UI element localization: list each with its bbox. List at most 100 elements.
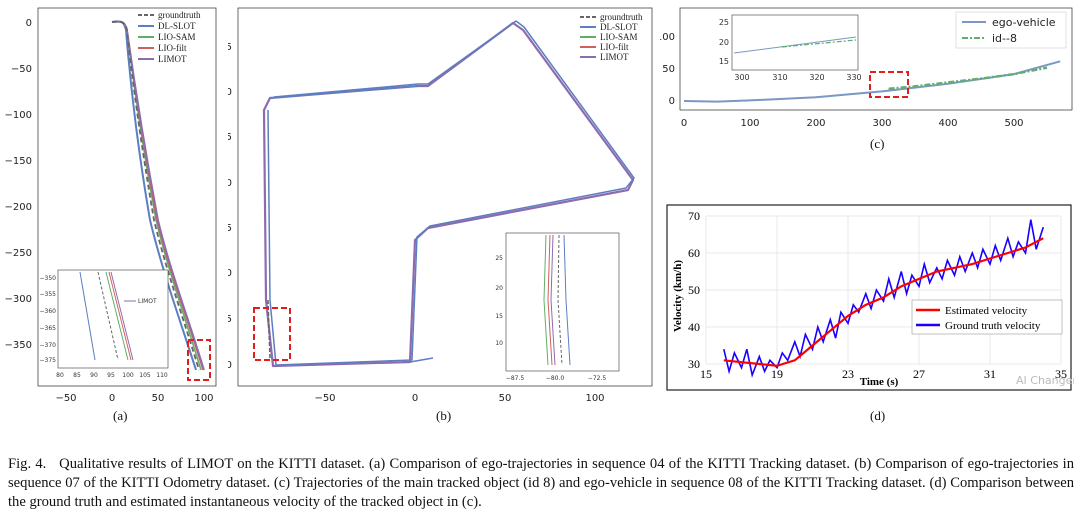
c-line-ego-vehicle xyxy=(683,60,1061,103)
a-legend-label: groundtruth xyxy=(158,10,201,20)
c-inset-ytick: 20 xyxy=(719,38,729,47)
a-inset-xtick: 105 xyxy=(139,372,151,379)
panel-b-label: (b) xyxy=(436,408,452,423)
a-inset-xtick: 90 xyxy=(90,372,98,379)
b-inset-line xyxy=(547,234,553,366)
a-inset-ytick: −355 xyxy=(40,291,57,298)
panel-c: 100 50 0 0 100 200 300 400 500 ego-vehic… xyxy=(660,0,1080,155)
b-xtick: 100 xyxy=(585,393,604,404)
c-xtick: 300 xyxy=(872,118,891,129)
d-ytick: 50 xyxy=(688,283,700,297)
c-legend-box xyxy=(955,11,1067,49)
caption-fig-number: Fig. 4. xyxy=(8,456,47,472)
b-ytick: 25 xyxy=(228,314,232,325)
d-legend-label: Ground truth velocity xyxy=(945,320,1041,332)
d-line-ground-truth xyxy=(723,219,1045,378)
a-line-groundtruth xyxy=(111,20,200,371)
b-xtick: 0 xyxy=(412,393,418,404)
a-legend-label: LIMOT xyxy=(158,54,187,64)
b-legend-label: groundtruth xyxy=(600,12,643,22)
panel-d: Velocity (km/h) Time (s) 70 60 50 40 30 15 19… xyxy=(666,204,1080,426)
c-inset-frame xyxy=(731,14,859,71)
panel-c-inset: 25 20 15 300 310 320 330 xyxy=(719,14,862,82)
b-inset-ytick: 10 xyxy=(495,340,503,347)
c-inset-line xyxy=(781,39,857,48)
b-inset-ytick: 15 xyxy=(495,313,503,320)
d-xtick: 31 xyxy=(984,367,996,381)
a-inset-ytick: −365 xyxy=(40,325,57,332)
panel-b-plot: 175 150 125 100 75 50 25 0 −50 0 50 100 … xyxy=(228,7,653,404)
b-zoom-box xyxy=(253,307,291,361)
a-ytick: −350 xyxy=(5,340,32,351)
a-inset-ytick: −350 xyxy=(40,275,57,282)
b-inset-frame xyxy=(505,232,620,372)
b-xtick: 50 xyxy=(499,393,512,404)
b-inset-line xyxy=(563,234,571,366)
panel-c-legend: ego-vehicle id--8 xyxy=(955,11,1067,49)
d-xtick: 23 xyxy=(842,367,854,381)
panel-a-x-ticks: −50 0 50 100 xyxy=(55,393,213,404)
b-inset-line xyxy=(543,234,549,366)
panel-b-x-ticks: −50 0 50 100 xyxy=(314,393,604,404)
c-legend-label: id--8 xyxy=(992,32,1017,45)
c-inset-xtick: 310 xyxy=(772,73,787,82)
b-ytick: 0 xyxy=(228,360,232,371)
panel-b: 175 150 125 100 75 50 25 0 −50 0 50 100 … xyxy=(228,0,660,430)
panel-a-legend: groundtruth DL-SLOT LIO-SAM LIO-filt LIM… xyxy=(138,10,201,64)
d-ytick: 40 xyxy=(688,320,700,334)
d-xlabel: Time (s) xyxy=(860,376,899,388)
b-inset-ytick: 20 xyxy=(495,285,503,292)
d-watermark: AI Changer xyxy=(1016,374,1074,387)
c-inset-xtick: 300 xyxy=(734,73,749,82)
c-xtick: 0 xyxy=(681,118,687,129)
c-ytick: 50 xyxy=(662,64,675,75)
c-xtick: 400 xyxy=(938,118,957,129)
b-line-limot xyxy=(262,21,635,368)
a-ytick: −200 xyxy=(5,202,32,213)
b-ytick: 175 xyxy=(228,42,232,53)
c-xtick: 500 xyxy=(1004,118,1023,129)
b-legend-label: DL-SLOT xyxy=(600,22,638,32)
panel-a: 0 −50 −100 −150 −200 −250 −300 −350 −50 … xyxy=(0,0,230,430)
b-line-dl-slot-tail xyxy=(269,85,434,363)
c-inset-line xyxy=(733,36,857,54)
panel-a-plot: 0 −50 −100 −150 −200 −250 −300 −350 −50 … xyxy=(5,7,217,404)
panel-c-plot: 100 50 0 0 100 200 300 400 500 ego-vehic… xyxy=(660,7,1073,129)
d-xtick: 19 xyxy=(771,367,783,381)
d-legend-box xyxy=(911,299,1063,335)
a-ytick: −50 xyxy=(11,64,32,75)
c-xtick: 200 xyxy=(806,118,825,129)
panel-d-label: (d) xyxy=(870,408,886,423)
c-zoom-box xyxy=(869,71,909,98)
panel-b-y-ticks: 175 150 125 100 75 50 25 0 xyxy=(228,42,232,371)
panel-c-label: (c) xyxy=(870,136,885,151)
a-ytick: 0 xyxy=(26,18,32,29)
a-inset-xtick: 100 xyxy=(122,372,134,379)
a-line-limot xyxy=(111,20,205,371)
a-ytick: −100 xyxy=(5,110,32,121)
a-inset-line xyxy=(108,271,132,361)
panel-a-label: (a) xyxy=(113,408,128,423)
b-legend-label: LIMOT xyxy=(600,52,629,62)
a-inset-line xyxy=(79,271,96,361)
c-inset-ytick: 15 xyxy=(719,57,729,66)
b-inset-line xyxy=(550,234,556,366)
a-legend-label: LIO-SAM xyxy=(158,32,196,42)
b-inset-ytick: 25 xyxy=(495,255,503,262)
b-inset-xtick: −80.0 xyxy=(546,375,565,382)
a-inset-line xyxy=(110,271,134,361)
panel-b-inset: 25 20 15 10 −87.5 −80.0 −72.5 xyxy=(495,232,620,382)
a-xtick: −50 xyxy=(55,393,76,404)
a-inset-ytick: −375 xyxy=(40,357,57,364)
a-legend-label: LIO-filt xyxy=(158,43,187,53)
panel-d-legend: Estimated velocity Ground truth velocity xyxy=(911,299,1063,335)
d-xtick: 15 xyxy=(700,367,712,381)
d-ytick: 30 xyxy=(688,357,700,371)
a-legend-label: DL-SLOT xyxy=(158,21,196,31)
b-xtick: −50 xyxy=(314,393,335,404)
a-inset-xtick: 110 xyxy=(156,372,168,379)
panel-b-legend: groundtruth DL-SLOT LIO-SAM LIO-filt LIM… xyxy=(580,12,643,62)
d-x-ticks: 15 19 23 27 31 35 xyxy=(700,367,1067,381)
a-ytick: −250 xyxy=(5,248,32,259)
b-line-groundtruth xyxy=(267,299,271,361)
